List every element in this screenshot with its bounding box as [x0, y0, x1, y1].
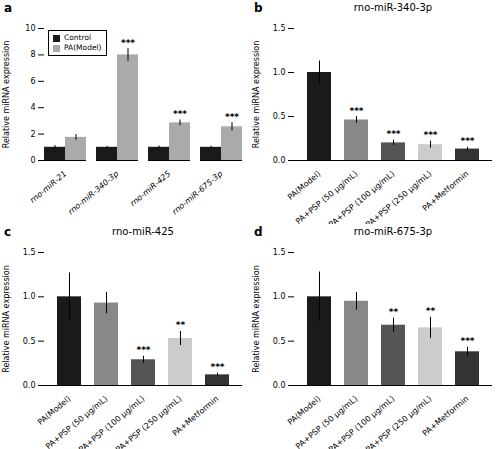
svg-text:0.0: 0.0	[273, 156, 286, 165]
html-text:rno-miR-340-3p: rno-miR-340-3p	[353, 2, 433, 13]
svg-text:PA+Metformin: PA+Metformin	[421, 394, 471, 438]
svg-text:***: ***	[121, 38, 135, 48]
svg-text:Relative miRNA expression: Relative miRNA expression	[2, 41, 11, 149]
svg-text:6: 6	[30, 77, 35, 86]
html-text:c: c	[4, 225, 12, 239]
svg-text:0: 0	[30, 156, 35, 165]
svg-text:rno-miR-340-3p: rno-miR-340-3p	[66, 169, 120, 216]
svg-text:PA+Metformin: PA+Metformin	[421, 169, 471, 213]
svg-text:**: **	[389, 307, 399, 317]
svg-text:rno-miR-21: rno-miR-21	[28, 169, 68, 205]
svg-text:***: ***	[173, 109, 187, 119]
svg-text:PA+PSP (250 μg/mL): PA+PSP (250 μg/mL)	[114, 394, 183, 449]
html-text:PA(Model): PA(Model)	[64, 43, 102, 52]
svg-text:***: ***	[210, 362, 224, 372]
svg-text:PA+PSP (50 μg/mL): PA+PSP (50 μg/mL)	[294, 169, 359, 224]
svg-text:**: **	[426, 306, 436, 316]
html-text:d: d	[254, 225, 263, 239]
svg-text:Relative miRNA expression: Relative miRNA expression	[252, 265, 261, 373]
svg-text:PA(Model): PA(Model)	[286, 169, 322, 202]
svg-text:PA+Metformin: PA+Metformin	[171, 394, 221, 438]
svg-text:***: ***	[136, 345, 150, 355]
svg-text:***: ***	[349, 106, 363, 116]
svg-text:8: 8	[30, 50, 35, 59]
svg-text:10: 10	[25, 24, 35, 33]
svg-text:1.5: 1.5	[23, 248, 36, 257]
html-text:b: b	[254, 1, 263, 15]
svg-text:PA+PSP (250 μg/mL): PA+PSP (250 μg/mL)	[364, 394, 433, 449]
svg-text:**: **	[176, 320, 186, 330]
svg-text:PA(Model): PA(Model)	[36, 394, 72, 427]
svg-text:***: ***	[225, 112, 239, 122]
svg-text:PA+PSP (50 μg/mL): PA+PSP (50 μg/mL)	[294, 394, 359, 449]
svg-text:PA+PSP (250 μg/mL): PA+PSP (250 μg/mL)	[364, 169, 433, 224]
svg-text:0.5: 0.5	[23, 337, 36, 346]
svg-text:0.0: 0.0	[23, 381, 36, 390]
svg-text:rno-miR-675-3p: rno-miR-675-3p	[170, 169, 224, 216]
svg-text:rno-miR-425: rno-miR-425	[128, 169, 172, 208]
html-text:rno-miR-425: rno-miR-425	[112, 226, 174, 237]
svg-text:***: ***	[460, 136, 474, 146]
html-text:a: a	[4, 1, 13, 15]
svg-text:1.0: 1.0	[273, 292, 286, 301]
svg-text:0.5: 0.5	[273, 112, 286, 121]
svg-text:Relative miRNA expression: Relative miRNA expression	[252, 41, 261, 149]
svg-text:1.0: 1.0	[23, 292, 36, 301]
svg-text:***: ***	[460, 336, 474, 346]
svg-text:PA(Model): PA(Model)	[286, 394, 322, 427]
svg-text:2: 2	[30, 130, 35, 139]
svg-text:4: 4	[30, 103, 35, 112]
svg-text:1.5: 1.5	[273, 248, 286, 257]
html-text:Control: Control	[64, 33, 92, 42]
svg-text:1.5: 1.5	[273, 24, 286, 33]
html-text:rno-miR-675-3p: rno-miR-675-3p	[353, 226, 433, 237]
svg-text:***: ***	[386, 129, 400, 139]
svg-text:1.0: 1.0	[273, 68, 286, 77]
svg-text:PA+PSP (50 μg/mL): PA+PSP (50 μg/mL)	[44, 394, 109, 449]
svg-text:Relative miRNA expression: Relative miRNA expression	[2, 265, 11, 373]
svg-text:0.5: 0.5	[273, 337, 286, 346]
svg-text:0.0: 0.0	[273, 381, 286, 390]
svg-text:***: ***	[423, 130, 437, 140]
